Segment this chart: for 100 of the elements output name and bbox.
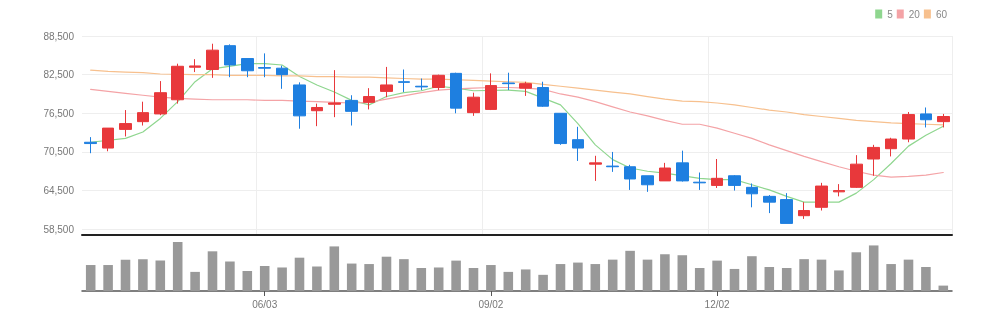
line-series — [90, 69, 944, 126]
candlestick — [380, 66, 393, 98]
bar — [816, 259, 827, 291]
candlestick — [467, 92, 480, 117]
line-series — [90, 63, 944, 203]
bar — [834, 270, 844, 291]
candlestick — [554, 112, 567, 146]
bar — [590, 264, 601, 291]
candlestick — [432, 74, 445, 91]
legend-label: 60 — [935, 8, 948, 20]
candlestick — [450, 72, 462, 114]
candlestick — [84, 136, 97, 154]
candlestick — [902, 111, 915, 143]
y-tick-label: 70,500 — [43, 146, 75, 158]
bar — [138, 259, 148, 291]
candlestick — [485, 72, 497, 111]
bar — [259, 266, 270, 291]
candlestick — [867, 144, 880, 177]
candlestick — [502, 72, 515, 91]
bar — [660, 254, 670, 291]
bar — [538, 274, 548, 291]
bar — [677, 255, 688, 291]
bar — [416, 267, 427, 291]
bar — [242, 270, 253, 291]
bar — [399, 259, 409, 291]
candlestick — [137, 101, 149, 127]
candlestick — [519, 81, 532, 97]
candlestick — [728, 174, 741, 192]
y-tick-label: 64,500 — [43, 185, 75, 197]
bar — [120, 259, 131, 291]
candlestick — [363, 87, 375, 110]
candlestick — [589, 155, 602, 182]
bar — [886, 264, 896, 291]
candlestick — [693, 172, 706, 191]
candlestick — [189, 58, 201, 73]
bar — [277, 267, 287, 291]
candlestick — [885, 137, 897, 157]
category-label: 09/02 — [478, 298, 504, 310]
candlestick — [815, 182, 828, 212]
category-label: 12/02 — [704, 298, 730, 310]
candlestick — [328, 69, 341, 118]
bar — [312, 266, 322, 291]
bar — [607, 259, 618, 291]
candlestick — [606, 151, 619, 173]
bar — [729, 268, 740, 291]
bar — [207, 251, 218, 291]
bar — [781, 267, 792, 291]
candlestick — [224, 43, 236, 78]
candlestick — [746, 182, 758, 208]
candlestick — [676, 150, 689, 183]
bar — [503, 271, 514, 291]
bar — [747, 256, 757, 291]
bar — [868, 245, 879, 291]
y-tick-label: 58,500 — [43, 223, 75, 235]
candlestick — [850, 154, 863, 189]
bar — [799, 259, 809, 291]
bar — [555, 264, 566, 291]
candlestick — [293, 81, 306, 130]
bar — [225, 261, 235, 291]
candlestick — [763, 194, 776, 214]
bar — [712, 260, 722, 291]
bar — [155, 260, 166, 291]
bar — [294, 257, 305, 291]
y-tick-label: 82,500 — [43, 69, 75, 81]
legend-label: 20 — [908, 8, 921, 20]
category-label: 06/03 — [252, 298, 278, 310]
candlestick — [659, 162, 671, 182]
bar — [346, 263, 357, 291]
candlestick — [711, 158, 723, 189]
y-tick-label: 76,500 — [43, 107, 75, 119]
candlestick — [102, 127, 114, 152]
bar — [172, 242, 183, 291]
bar — [329, 246, 340, 291]
candlestick — [398, 68, 410, 93]
candlestick — [171, 63, 184, 105]
bar — [625, 250, 635, 291]
bar — [903, 259, 914, 291]
bar — [190, 271, 200, 291]
bar — [433, 267, 444, 291]
candlestick — [206, 43, 219, 79]
candlestick — [119, 109, 132, 137]
bar — [103, 265, 113, 291]
candlestick — [833, 183, 845, 197]
bar — [85, 265, 96, 291]
bar — [921, 266, 931, 291]
bar — [381, 256, 392, 291]
bar — [694, 267, 705, 291]
candlestick — [311, 103, 323, 127]
bar — [851, 252, 862, 291]
bar — [520, 269, 531, 291]
bar — [364, 264, 374, 291]
y-tick-label: 88,500 — [43, 30, 75, 42]
bar — [573, 262, 583, 291]
candlestick — [920, 106, 932, 128]
candlestick — [241, 58, 254, 78]
candlestick — [537, 81, 549, 108]
candlestick — [572, 126, 584, 162]
bar — [642, 259, 653, 291]
candlestick — [415, 78, 428, 91]
candlestick — [624, 164, 636, 191]
